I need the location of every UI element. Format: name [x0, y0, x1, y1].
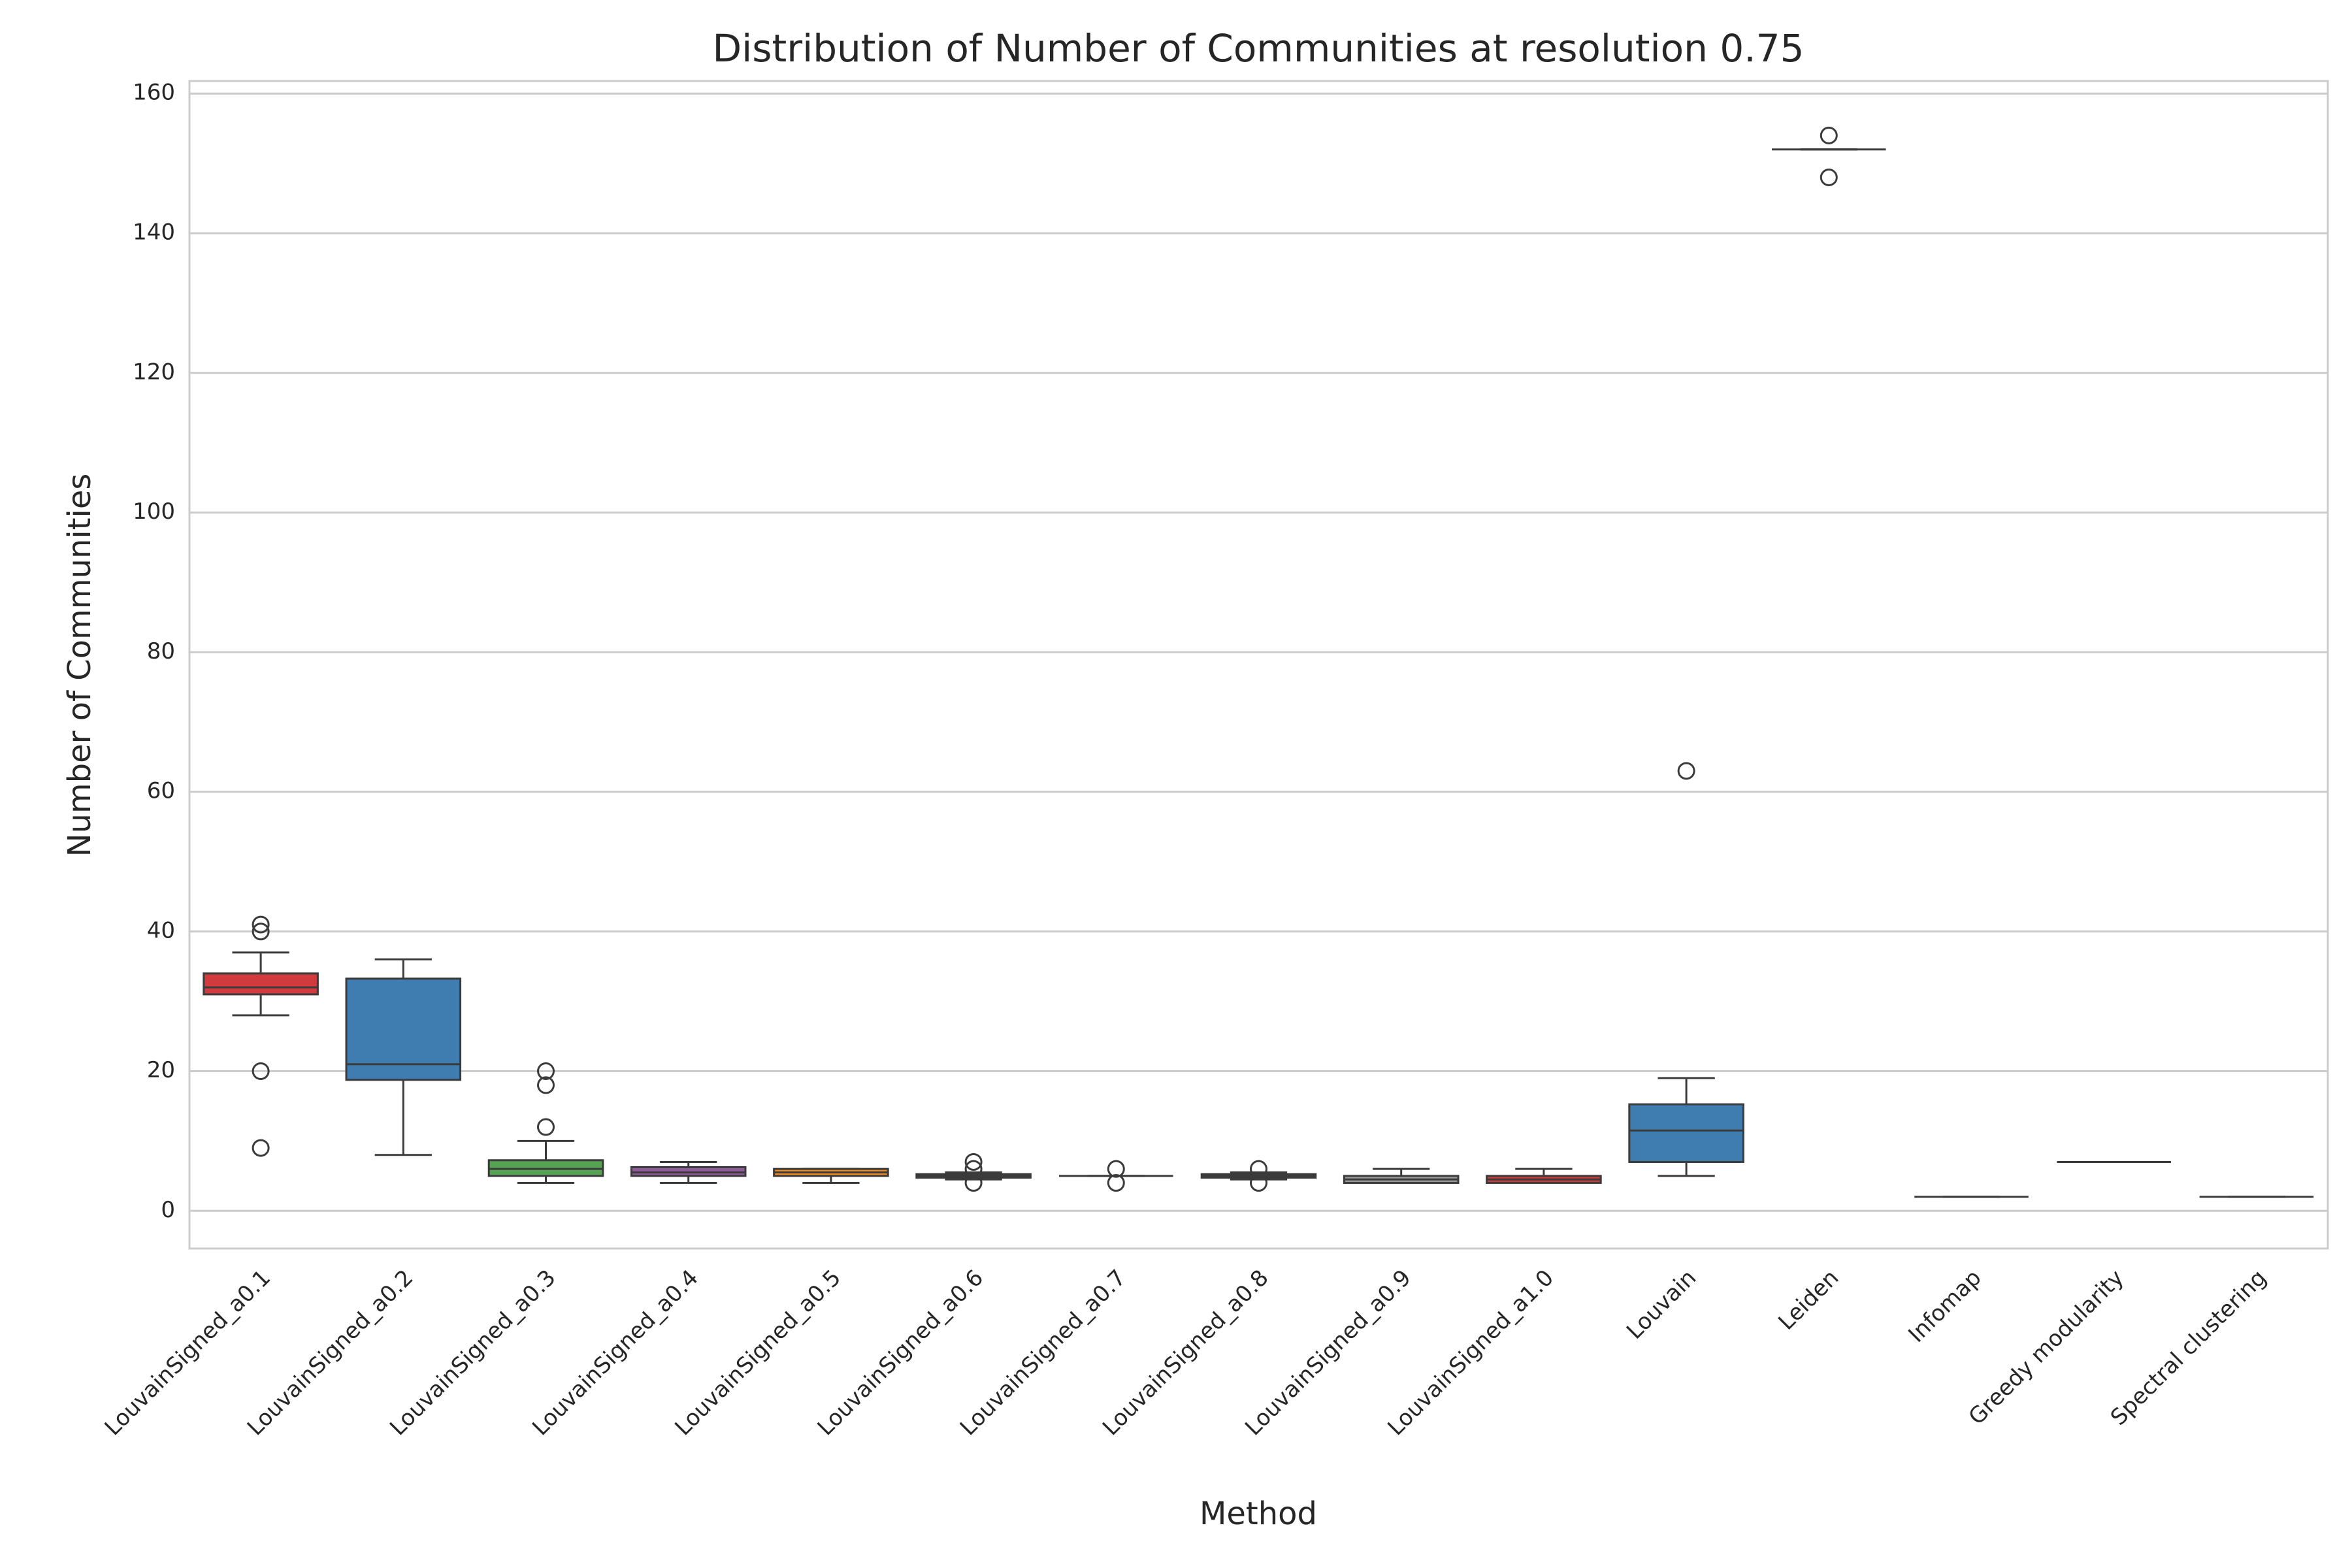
outlier — [1107, 1160, 1125, 1178]
outlier — [252, 1062, 270, 1081]
chart-title: Distribution of Number of Communities at… — [713, 26, 1805, 71]
box — [345, 977, 462, 1081]
y-tick-label: 80 — [147, 638, 175, 664]
y-tick-label: 100 — [133, 498, 175, 525]
box — [1628, 1103, 1744, 1163]
outlier — [1820, 168, 1838, 186]
outlier — [964, 1152, 983, 1171]
x-tick-label: Greedy modularity — [1964, 1265, 2129, 1430]
outlier — [964, 1160, 983, 1178]
y-tick-label: 20 — [147, 1057, 175, 1083]
box — [203, 972, 319, 996]
outlier — [1677, 762, 1695, 780]
y-tick-label: 60 — [147, 778, 175, 804]
x-tick-label: Leiden — [1773, 1265, 1844, 1335]
outlier — [252, 915, 270, 934]
outlier — [1250, 1174, 1267, 1192]
outlier — [537, 1118, 555, 1136]
y-tick-label: 40 — [147, 917, 175, 943]
outlier — [964, 1174, 983, 1192]
plot-frame — [188, 80, 2329, 1250]
outlier — [537, 1062, 555, 1081]
y-axis-label: Number of Communities — [61, 474, 98, 857]
outlier — [1107, 1174, 1125, 1192]
outlier — [252, 1139, 270, 1157]
x-tick-label: LouvainSigned_a1.0 — [1382, 1265, 1559, 1441]
y-tick-label: 0 — [161, 1197, 175, 1223]
y-tick-label: 120 — [133, 359, 175, 385]
y-tick-label: 160 — [133, 80, 175, 106]
x-tick-label: Louvain — [1622, 1265, 1701, 1345]
outlier — [252, 923, 270, 941]
x-axis-label: Method — [1200, 1495, 1317, 1532]
x-tick-label: Infomap — [1903, 1265, 1986, 1348]
x-tick-label: Spectral clustering — [2106, 1265, 2272, 1431]
outlier — [1250, 1160, 1267, 1178]
outlier — [1820, 126, 1838, 144]
y-tick-label: 140 — [133, 219, 175, 245]
outlier — [537, 1076, 555, 1094]
